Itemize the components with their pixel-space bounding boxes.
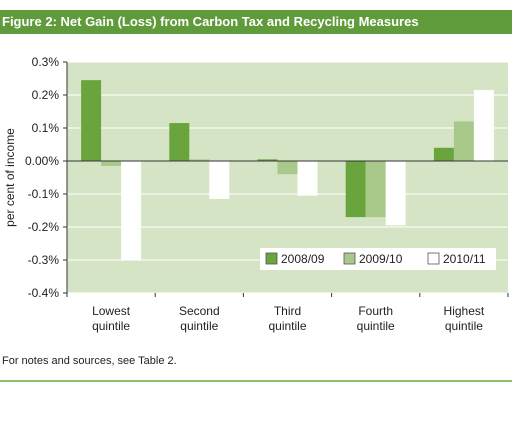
x-tick-label: Fourth <box>358 304 393 318</box>
y-tick-label: -0.1% <box>28 187 60 201</box>
bars <box>81 80 494 260</box>
y-tick-label: 0.00% <box>25 154 59 168</box>
y-tick-label: 0.1% <box>32 121 60 135</box>
bar-2008-09-third <box>257 159 278 161</box>
x-tick-label: quintile <box>268 319 306 333</box>
source-note: For notes and sources, see Table 2. <box>2 355 177 367</box>
y-tick-label: -0.4% <box>28 286 60 300</box>
y-axis-label: per cent of income <box>3 128 17 227</box>
x-tick-label: quintile <box>445 319 483 333</box>
legend-label: 2008/09 <box>281 252 325 266</box>
figure-title-bar: Figure 2: Net Gain (Loss) from Carbon Ta… <box>0 10 512 34</box>
bar-2010-11-highest <box>473 90 494 161</box>
bar-chart: 0.3% 0.2% 0.1% 0.00% -0.1% -0.2% -0.3% -0.4% Lo… <box>3 55 509 333</box>
legend-swatch <box>427 252 440 265</box>
bar-2008-09-fourth <box>345 161 366 218</box>
x-tick-label: Lowest <box>92 304 131 318</box>
y-tick-label: 0.3% <box>32 55 60 69</box>
x-tick-label: quintile <box>357 319 395 333</box>
bottom-rule <box>0 380 512 382</box>
x-tick-label: Second <box>179 304 220 318</box>
legend-label: 2010/11 <box>443 252 486 266</box>
bar-2010-11-fourth <box>385 161 406 226</box>
y-tick-label: -0.3% <box>28 253 60 267</box>
x-tick-label: quintile <box>92 319 130 333</box>
x-tick-label: quintile <box>180 319 218 333</box>
y-tick-label: -0.2% <box>28 220 60 234</box>
axes <box>66 62 509 297</box>
legend-swatch <box>265 252 278 265</box>
bar-2008-09-second <box>169 123 190 161</box>
figure-title: Figure 2: Net Gain (Loss) from Carbon Ta… <box>2 14 419 29</box>
bar-2009-10-second <box>189 159 210 161</box>
legend: 2008/09 2009/10 2010/11 <box>260 248 496 270</box>
legend-label: 2009/10 <box>359 252 403 266</box>
bar-2009-10-fourth <box>365 161 386 218</box>
bar-2010-11-lowest <box>121 161 142 260</box>
x-tick-label: Highest <box>444 304 485 318</box>
bar-2009-10-third <box>277 161 298 175</box>
bar-2008-09-highest <box>433 147 454 161</box>
bar-2010-11-third <box>297 161 318 196</box>
bar-2010-11-second <box>209 161 230 199</box>
x-tick-labels: LowestquintileSecondquintileThirdquintil… <box>92 304 485 333</box>
y-tick-labels: 0.3% 0.2% 0.1% 0.00% -0.1% -0.2% -0.3% -0.4% <box>25 55 59 300</box>
bar-2009-10-lowest <box>101 161 122 166</box>
x-tick-label: Third <box>274 304 301 318</box>
y-tick-label: 0.2% <box>32 88 60 102</box>
bar-2009-10-highest <box>453 121 474 161</box>
legend-swatch <box>343 252 356 265</box>
bar-2008-09-lowest <box>81 80 102 161</box>
